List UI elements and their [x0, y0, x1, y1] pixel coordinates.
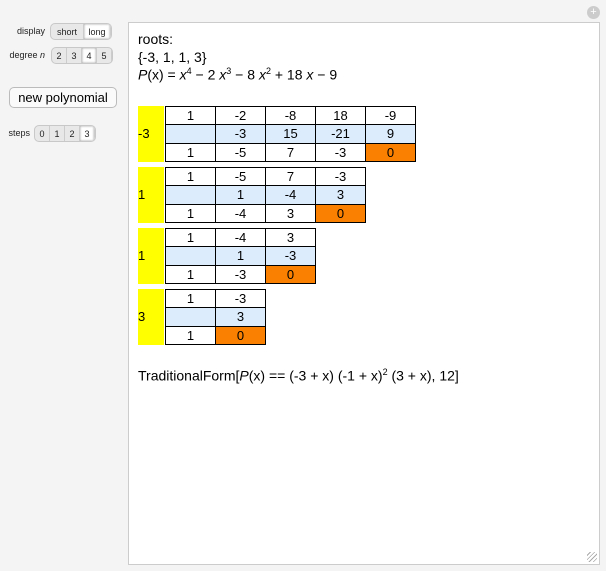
table-cell: 1 — [215, 246, 266, 266]
text-part: (x) == (-3 + x) (-1 + x) — [248, 367, 383, 384]
table-cell: -3 — [265, 246, 316, 266]
table-cell: -3 — [315, 142, 366, 162]
table-cell: 0 — [315, 203, 366, 223]
table-cell: 3 — [265, 228, 316, 248]
text-part: x — [306, 66, 314, 83]
text-part: x — [179, 66, 187, 83]
roots-label: roots: — [138, 31, 174, 47]
text-part: TraditionalForm[ — [138, 367, 240, 384]
root-bar: 1 — [138, 167, 164, 223]
display-label: display — [16, 26, 45, 36]
text-part: − 8 — [231, 66, 259, 83]
table-cell: -21 — [315, 124, 366, 144]
table-cell: 1 — [165, 325, 216, 345]
table-cell: 0 — [215, 325, 266, 345]
option[interactable]: short — [51, 24, 84, 39]
table-cell — [165, 185, 216, 205]
table-cell: -2 — [215, 106, 266, 126]
table-cell: 15 — [265, 124, 316, 144]
label-var: n — [39, 50, 45, 60]
option[interactable]: 2 — [65, 126, 80, 141]
table-cell: -5 — [215, 142, 266, 162]
table-cell: 1 — [165, 228, 216, 248]
degree-label: degree n — [9, 50, 45, 60]
table-cell: 3 — [265, 203, 316, 223]
table-cell: 1 — [165, 167, 216, 187]
table-cell: 18 — [315, 106, 366, 126]
table-cell: 1 — [165, 289, 216, 309]
table-cell: 1 — [165, 264, 216, 284]
table-cell: -5 — [215, 167, 266, 187]
option[interactable]: 1 — [50, 126, 65, 141]
new-polynomial-button[interactable]: new polynomial — [9, 87, 117, 108]
root: 1 — [138, 248, 146, 264]
roots: {-3, 1, 1, 3} — [138, 49, 207, 65]
text-part: (x) = — [147, 66, 180, 83]
option[interactable]: long — [84, 24, 111, 39]
table-cell: 1 — [165, 106, 216, 126]
root: 3 — [138, 309, 146, 325]
root-bar: 1 — [138, 228, 164, 284]
table-cell: 0 — [265, 264, 316, 284]
text-part: P — [138, 66, 148, 83]
table-cell: 0 — [365, 142, 416, 162]
table-cell: -3 — [215, 124, 266, 144]
table-cell: -3 — [215, 264, 266, 284]
text-part: 2 — [382, 367, 388, 377]
text-part: x — [258, 66, 266, 83]
option[interactable]: 0 — [35, 126, 50, 141]
option[interactable]: 2 — [52, 48, 67, 63]
display-selector: short long — [50, 23, 112, 40]
resize-grip[interactable] — [587, 552, 597, 562]
option[interactable]: 4 — [82, 48, 97, 63]
table-cell: -4 — [215, 228, 266, 248]
text-part: 2 — [265, 66, 271, 76]
root: 1 — [138, 187, 146, 203]
table-cell — [165, 246, 216, 266]
text-part: 4 — [186, 66, 192, 76]
root: -3 — [138, 126, 150, 142]
text-part: + 18 — [270, 66, 307, 83]
table-cell — [165, 307, 216, 327]
option[interactable]: 3 — [80, 126, 95, 141]
table-cell: 3 — [315, 185, 366, 205]
polynomial: P(x) = x4 − 2 x3 − 8 x2 + 18 x − 9 — [138, 66, 337, 83]
table-cell: 9 — [365, 124, 416, 144]
option[interactable]: 5 — [97, 48, 112, 63]
table-cell: 1 — [215, 185, 266, 205]
table-cell: -3 — [215, 289, 266, 309]
table-cell: -3 — [315, 167, 366, 187]
table-cell: -9 — [365, 106, 416, 126]
option[interactable]: 3 — [67, 48, 82, 63]
text-part: x — [219, 66, 227, 83]
text-part: − 2 — [191, 66, 220, 83]
table-cell: -4 — [215, 203, 266, 223]
root-bar: 3 — [138, 289, 164, 345]
steps-label: steps — [8, 128, 30, 138]
table-cell: -8 — [265, 106, 316, 126]
root-bar: -3 — [138, 106, 164, 162]
output-panel: roots: {-3, 1, 1, 3} P(x) = x4 − 2 x3 − 8 … — [128, 22, 600, 565]
text-part: (3 + x), 12] — [387, 367, 459, 384]
text-part: P — [239, 367, 249, 384]
text-part: − 9 — [313, 66, 338, 83]
table-cell: -4 — [265, 185, 316, 205]
text-part: 3 — [226, 66, 232, 76]
table-cell: 3 — [215, 307, 266, 327]
table-cell: 7 — [265, 142, 316, 162]
table-cell: 1 — [165, 142, 216, 162]
table-cell — [165, 124, 216, 144]
traditional-form: TraditionalForm[P(x) == (-3 + x) (-1 + x… — [138, 367, 459, 384]
expand-icon[interactable]: + — [587, 6, 600, 19]
table-cell: 7 — [265, 167, 316, 187]
table-cell: 1 — [165, 203, 216, 223]
